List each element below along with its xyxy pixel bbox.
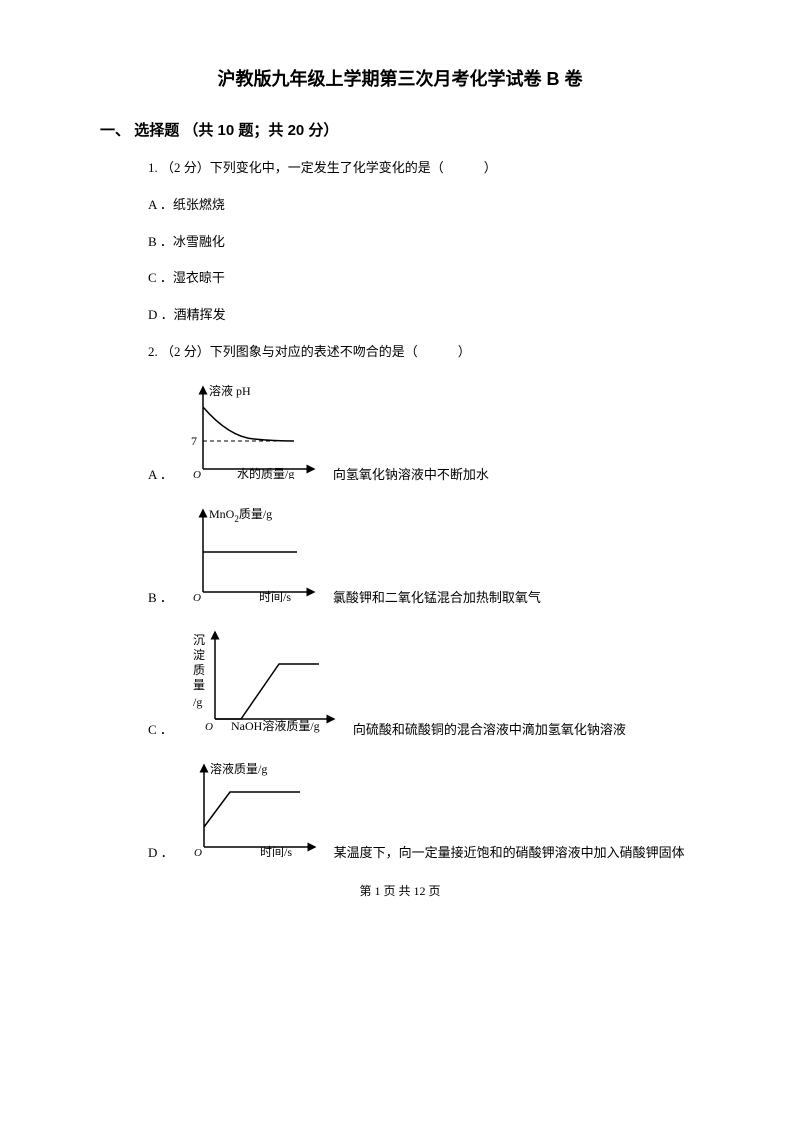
graph-a: 溶液 pH 7 O 水的质量/g xyxy=(179,379,329,486)
q1-option-d: D ．酒精挥发 xyxy=(148,305,700,326)
graph-b: MnO2质量/g O 时间/s xyxy=(179,502,329,609)
graph-c-ylabel-5: /g xyxy=(193,695,202,709)
q2-stem-text: 2. （2 分）下列图象与对应的表述不吻合的是（ xyxy=(148,344,418,359)
footer-mid: 页 共 xyxy=(380,884,413,898)
q1-optD-text: D ．酒精挥发 xyxy=(148,305,226,326)
graph-d: 溶液质量/g O 时间/s xyxy=(180,757,330,864)
q2-optA-text: 向氢氧化钠溶液中不断加水 xyxy=(333,465,489,486)
q1-stem-text: 1. （2 分）下列变化中，一定发生了化学变化的是（ xyxy=(148,160,444,175)
graph-b-svg: MnO2质量/g O 时间/s xyxy=(179,502,329,602)
footer-total: 12 xyxy=(414,884,426,898)
graph-a-dashlabel: 7 xyxy=(191,434,197,448)
q2-option-a: A ． 溶液 pH 7 O 水的质量/g xyxy=(148,379,700,486)
q2-optA-letter: A ． xyxy=(148,465,173,486)
q1-option-b: B ．冰雪融化 xyxy=(148,232,700,253)
graph-c-origin: O xyxy=(205,721,213,733)
graph-d-origin: O xyxy=(194,847,202,857)
q2-optD-text: 某温度下，向一定量接近饱和的硝酸钾溶液中加入硝酸钾固体 xyxy=(334,843,685,864)
graph-c-ylabel-1: 沉 xyxy=(193,633,205,647)
graph-a-svg: 溶液 pH 7 O 水的质量/g xyxy=(179,379,329,479)
q2-optC-text: 向硫酸和硫酸铜的混合溶液中滴加氢氧化钠溶液 xyxy=(353,720,626,741)
graph-c-ylabel-4: 量 xyxy=(193,678,205,692)
graph-c-svg: 沉 淀 质 量 /g O NaOH溶液质量/g xyxy=(179,624,349,734)
footer-suffix: 页 xyxy=(426,884,441,898)
graph-c-xlabel: NaOH溶液质量/g xyxy=(231,718,320,733)
graph-d-svg: 溶液质量/g O 时间/s xyxy=(180,757,330,857)
section-number: 一、 xyxy=(100,122,130,139)
graph-a-origin: O xyxy=(193,469,201,479)
footer-prefix: 第 xyxy=(359,884,374,898)
section-meta: （共 10 题；共 20 分） xyxy=(183,122,338,139)
graph-b-ylabel: MnO2质量/g xyxy=(209,507,272,524)
exam-title: 沪教版九年级上学期第三次月考化学试卷 B 卷 xyxy=(100,65,700,91)
graph-c: 沉 淀 质 量 /g O NaOH溶液质量/g xyxy=(179,624,349,741)
graph-c-ylabel-3: 质 xyxy=(193,663,205,677)
q1-optB-text: B ．冰雪融化 xyxy=(148,232,225,253)
graph-d-ylabel: 溶液质量/g xyxy=(210,761,267,776)
q2-option-d: D ． 溶液质量/g O 时间/s 某温度下，向一定量接近饱和的硝酸钾溶液中加入… xyxy=(148,757,700,864)
section-header: 一、 选择题 （共 10 题；共 20 分） xyxy=(100,119,700,140)
q1-optC-text: C ．湿衣晾干 xyxy=(148,268,225,289)
section-label: 选择题 xyxy=(134,122,179,139)
q2-optB-letter: B ． xyxy=(148,588,173,609)
q2-optD-letter: D ． xyxy=(148,843,174,864)
q2-stem-end: ） xyxy=(458,344,471,359)
graph-b-xlabel: 时间/s xyxy=(259,590,291,602)
q1-option-a: A ．纸张燃烧 xyxy=(148,195,700,216)
q2-optC-letter: C ． xyxy=(148,720,173,741)
q2-option-b: B ． MnO2质量/g O 时间/s 氯酸钾和二氧化锰混合加热制取氧气 xyxy=(148,502,700,609)
graph-b-origin: O xyxy=(193,592,201,602)
q2-option-c: C ． 沉 淀 质 量 /g O NaOH溶液质量/g xyxy=(148,624,700,741)
q1-optA-text: A ．纸张燃烧 xyxy=(148,195,225,216)
page-root: 沪教版九年级上学期第三次月考化学试卷 B 卷 一、 选择题 （共 10 题；共 … xyxy=(0,0,800,929)
q2-optB-text: 氯酸钾和二氧化锰混合加热制取氧气 xyxy=(333,588,541,609)
q1-stem-end: ） xyxy=(484,160,497,175)
q1-option-c: C ．湿衣晾干 xyxy=(148,268,700,289)
page-footer: 第 1 页 共 12 页 xyxy=(100,882,700,899)
question-1-stem: 1. （2 分）下列变化中，一定发生了化学变化的是（ ） xyxy=(148,158,700,179)
graph-a-ylabel: 溶液 pH xyxy=(209,383,251,398)
question-2-stem: 2. （2 分）下列图象与对应的表述不吻合的是（ ） xyxy=(148,342,700,363)
graph-a-xlabel: 水的质量/g xyxy=(237,466,294,479)
graph-c-ylabel-2: 淀 xyxy=(193,648,205,662)
graph-d-xlabel: 时间/s xyxy=(260,845,292,857)
